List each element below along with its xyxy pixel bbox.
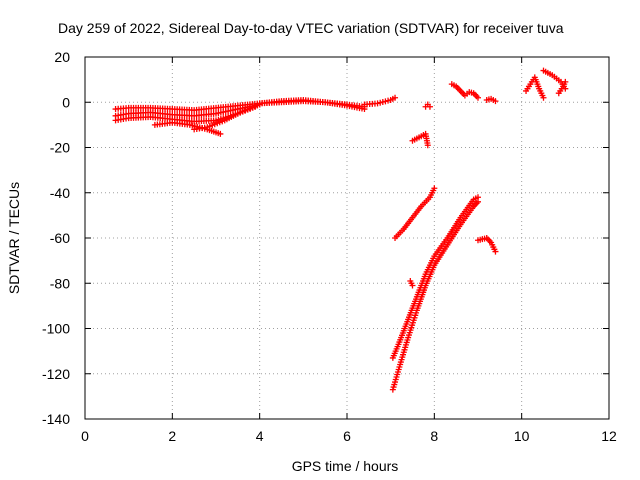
- data-point: [562, 78, 569, 85]
- series-arc-b: [112, 101, 263, 119]
- series-arc-p: [483, 95, 499, 105]
- series-arc-m: [407, 277, 416, 289]
- data-point: [424, 142, 431, 149]
- x-tick-label: 8: [430, 428, 438, 444]
- data-point: [217, 130, 224, 137]
- data-points: [112, 67, 569, 393]
- series-arc-q: [523, 74, 547, 101]
- series-arc-g: [361, 94, 399, 108]
- data-point: [409, 282, 416, 289]
- data-point: [426, 103, 433, 110]
- series-arc-c: [112, 103, 259, 125]
- chart-title: Day 259 of 2022, Sidereal Day-to-day VTE…: [58, 20, 564, 36]
- series-arc-i: [409, 130, 431, 149]
- series-arc-o: [448, 81, 481, 101]
- series-arc-e: [191, 101, 263, 133]
- y-tick-label: -20: [50, 140, 70, 156]
- data-point: [392, 94, 399, 101]
- series-arc-k: [389, 194, 481, 361]
- series-arc-j: [392, 185, 438, 241]
- y-tick-label: -140: [42, 411, 70, 427]
- y-tick-label: 20: [54, 49, 70, 65]
- x-tick-label: 4: [256, 428, 264, 444]
- series-arc-f: [256, 98, 368, 110]
- x-tick-label: 2: [168, 428, 176, 444]
- data-point: [475, 198, 481, 205]
- x-axis-title: GPS time / hours: [292, 458, 399, 474]
- series-arc-h: [422, 101, 433, 110]
- y-tick-label: -80: [50, 275, 70, 291]
- data-point: [492, 248, 499, 255]
- x-tick-label: 0: [81, 428, 89, 444]
- series-arc-d: [151, 119, 224, 137]
- grid-lines: [85, 57, 609, 419]
- data-point: [475, 94, 481, 101]
- y-tick-label: -120: [42, 366, 70, 382]
- data-point: [540, 94, 547, 101]
- x-tick-label: 6: [343, 428, 351, 444]
- axis-ticks: 0 2 4 6 8 10 12 20 0 -20 -40 -60 -80 -100 -120 -140: [42, 49, 617, 444]
- series-arc-l: [389, 198, 481, 393]
- data-point: [431, 185, 438, 192]
- y-tick-label: -60: [50, 230, 70, 246]
- y-tick-label: 0: [62, 94, 70, 110]
- y-tick-label: -100: [42, 321, 70, 337]
- y-axis-title: SDTVAR / TECUs: [6, 182, 22, 294]
- data-point: [492, 98, 499, 105]
- series-arc-n: [475, 235, 499, 255]
- y-tick-label: -40: [50, 185, 70, 201]
- series-arc-s: [555, 78, 569, 97]
- x-tick-label: 12: [601, 428, 617, 444]
- x-tick-label: 10: [514, 428, 530, 444]
